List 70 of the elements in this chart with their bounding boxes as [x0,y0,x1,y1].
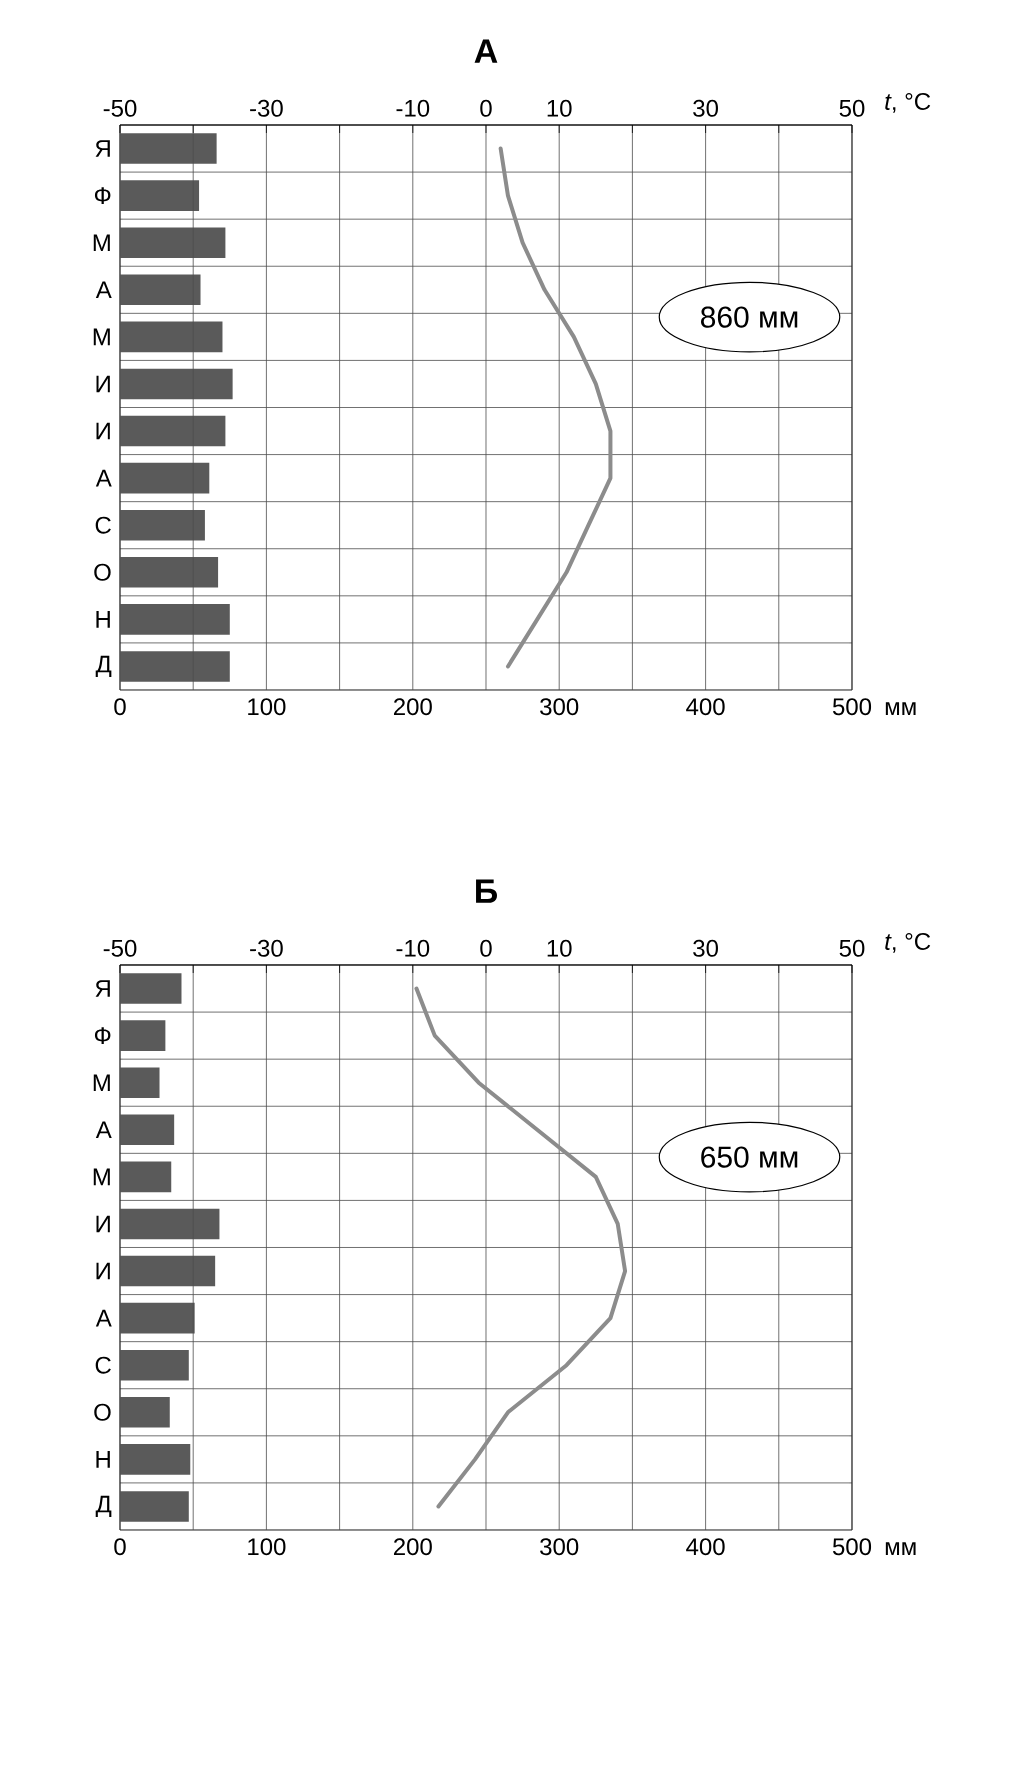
y-tick-label: О [94,1403,111,1421]
y-tick-label: И [96,422,110,440]
annotation: 650 мм [701,1146,798,1168]
chart-title: Б [476,879,497,903]
y-tick-label: Д [95,655,112,678]
bar [120,973,182,1004]
y-tick-label: А [95,1309,112,1327]
x-tick-label: 500 [832,698,872,716]
x-tick-label: 0 [114,1538,126,1556]
y-tick-label: Я [95,140,110,157]
x2-axis-title: t, °C [885,92,931,113]
x-tick-label: 200 [393,1538,432,1556]
y-tick-label: А [95,469,112,487]
x2-tick-label: 0 [480,99,492,117]
annotation: 860 мм [701,306,798,328]
x2-tick-label: 50 [839,99,865,117]
x2-tick-label: 50 [839,939,865,957]
y-tick-label: Я [95,980,110,997]
x2-tick-label: -50 [103,99,137,117]
x2-tick-label: 10 [547,99,572,117]
bar [120,1396,170,1428]
y-tick-label: Ф [94,1027,111,1044]
bar [120,1302,195,1334]
y-tick-label: А [95,1121,112,1139]
x-tick-label: 300 [540,1538,579,1556]
y-tick-label: И [96,1262,110,1280]
bar [120,1349,189,1381]
bar [120,1067,160,1099]
x-tick-label: 400 [686,698,725,716]
y-tick-label: Ф [94,187,111,204]
bar [120,1020,166,1051]
y-tick-label: Н [96,1451,110,1468]
x-tick-label: 400 [686,1538,725,1556]
x2-axis-title: t, °C [885,932,931,953]
bar [120,1255,216,1287]
bar [120,1444,191,1475]
x2-tick-label: 30 [693,939,718,957]
bar [120,1161,172,1193]
x2-tick-label: -30 [250,99,283,117]
y-tick-label: С [95,1356,111,1374]
x-tick-label: 100 [248,698,286,716]
x2-tick-label: -10 [396,99,430,117]
y-tick-label: С [95,516,111,534]
x-axis-title: мм [885,1542,916,1555]
x2-tick-label: -10 [396,939,430,957]
y-tick-label: Н [96,611,110,628]
y-tick-label: М [93,1168,110,1186]
bar [120,1208,220,1240]
y-tick-label: М [93,234,110,251]
bar [120,1491,189,1522]
y-tick-label: М [93,1074,110,1091]
x-tick-label: 500 [832,1538,872,1556]
x2-tick-label: 30 [693,99,718,117]
chart-title: А [474,39,498,63]
x-tick-label: 200 [393,698,432,716]
y-tick-label: М [93,328,110,346]
x-tick-label: 0 [114,698,126,716]
y-tick-label: И [96,1215,110,1233]
y-tick-label: Д [95,1495,112,1518]
x2-tick-label: -30 [250,939,283,957]
y-tick-label: О [94,563,111,581]
x-tick-label: 100 [248,1538,286,1556]
y-tick-label: А [95,281,112,299]
x2-tick-label: 0 [480,939,492,957]
x2-tick-label: -50 [103,939,137,957]
y-tick-label: И [96,375,110,393]
x2-tick-label: 10 [547,939,572,957]
x-tick-label: 300 [540,698,579,716]
bar [120,1114,175,1146]
x-axis-title: мм [885,702,916,715]
